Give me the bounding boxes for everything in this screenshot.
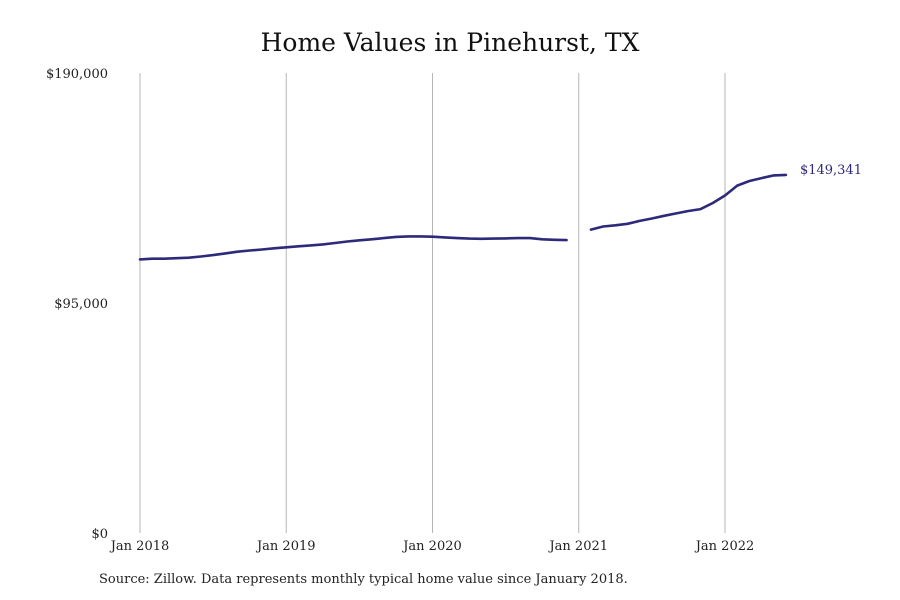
end-value-label: $149,341 <box>800 163 862 178</box>
end-labels: $149,341 <box>800 163 862 178</box>
y-axis: $0 $95,000 $190,000 <box>46 67 108 542</box>
y-tick-label: $95,000 <box>54 297 108 312</box>
series-line-segment-2 <box>589 173 788 231</box>
x-tick-label: Jan 2022 <box>694 539 755 554</box>
x-axis: Jan 2018 Jan 2019 Jan 2020 Jan 2021 Jan 2022 <box>109 539 755 554</box>
x-tick-label: Jan 2018 <box>109 539 170 554</box>
series-line-segment-1 <box>138 235 568 261</box>
y-tick-label: $0 <box>91 527 108 542</box>
grid-lines <box>139 73 726 533</box>
chart-title: Home Values in Pinehurst, TX <box>260 28 640 57</box>
series-lines <box>138 173 788 261</box>
source-note: Source: Zillow. Data represents monthly … <box>99 572 628 587</box>
x-tick-label: Jan 2021 <box>547 539 608 554</box>
y-tick-label: $190,000 <box>46 67 108 82</box>
x-tick-label: Jan 2020 <box>401 539 462 554</box>
x-tick-label: Jan 2019 <box>255 539 316 554</box>
